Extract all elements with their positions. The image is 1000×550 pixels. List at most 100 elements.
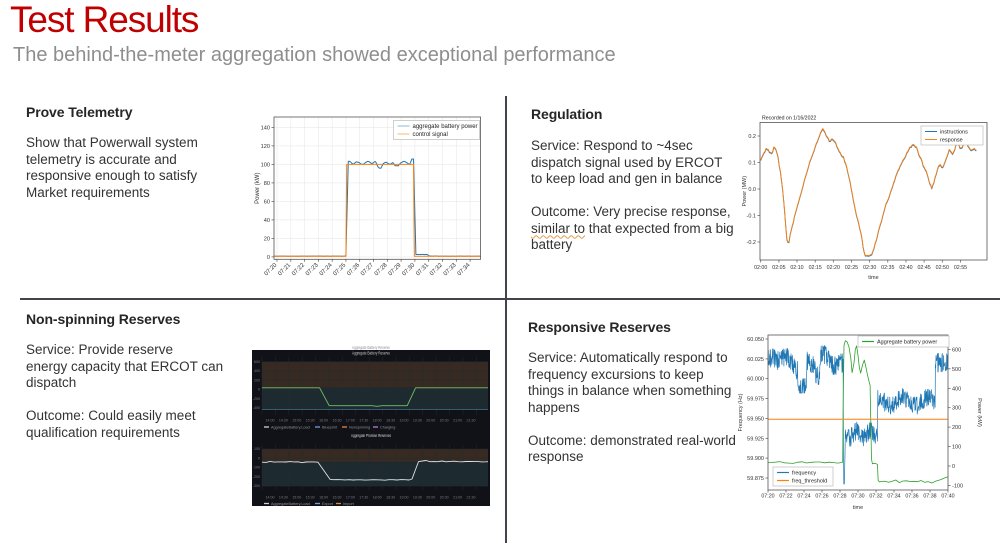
svg-text:02:40: 02:40	[899, 265, 912, 271]
svg-text:200: 200	[952, 425, 961, 431]
svg-text:60.050: 60.050	[747, 337, 764, 343]
svg-text:400: 400	[254, 369, 260, 373]
svg-text:07:22: 07:22	[779, 494, 792, 500]
svg-text:-100: -100	[253, 466, 260, 470]
svg-text:02:35: 02:35	[881, 265, 894, 271]
svg-text:20:00: 20:00	[426, 496, 435, 500]
svg-text:07:26: 07:26	[815, 494, 828, 500]
svg-text:Import: Import	[343, 502, 355, 506]
svg-text:0: 0	[267, 255, 270, 261]
svg-text:16:00: 16:00	[319, 496, 328, 500]
svg-text:-400: -400	[253, 406, 260, 410]
svg-text:02:25: 02:25	[845, 265, 858, 271]
svg-text:07:29: 07:29	[388, 262, 403, 277]
svg-text:140: 140	[261, 125, 270, 131]
svg-text:07:21: 07:21	[277, 262, 292, 277]
svg-text:14:30: 14:30	[279, 496, 288, 500]
svg-text:Aggregate Promise Reserves: Aggregate Promise Reserves	[351, 433, 391, 439]
svg-text:16:30: 16:30	[333, 419, 342, 423]
svg-text:600: 600	[254, 360, 260, 364]
svg-text:21:30: 21:30	[467, 419, 476, 423]
svg-text:15:00: 15:00	[292, 496, 301, 500]
svg-text:07:28: 07:28	[833, 494, 846, 500]
svg-text:14:00: 14:00	[266, 496, 275, 500]
svg-text:freq_threshold: freq_threshold	[792, 479, 827, 485]
svg-text:02:10: 02:10	[790, 265, 803, 271]
svg-text:07:26: 07:26	[346, 262, 361, 277]
svg-text:21:00: 21:00	[453, 419, 462, 423]
svg-text:19:30: 19:30	[413, 496, 422, 500]
svg-text:0: 0	[258, 388, 260, 392]
svg-text:0.1: 0.1	[748, 161, 756, 167]
svg-text:18:00: 18:00	[373, 419, 382, 423]
svg-text:19:00: 19:00	[400, 496, 409, 500]
svg-text:07:27: 07:27	[360, 262, 375, 277]
svg-text:-0.2: -0.2	[747, 240, 756, 246]
svg-text:0: 0	[258, 456, 260, 460]
svg-text:-100: -100	[952, 483, 963, 489]
svg-text:-0.1: -0.1	[747, 214, 756, 220]
svg-text:02:20: 02:20	[827, 265, 840, 271]
svg-text:15:30: 15:30	[306, 419, 315, 423]
svg-text:60.025: 60.025	[747, 357, 764, 363]
svg-text:80: 80	[264, 181, 270, 187]
svg-text:17:30: 17:30	[359, 496, 368, 500]
svg-text:-200: -200	[253, 397, 260, 401]
svg-text:07:30: 07:30	[401, 262, 416, 277]
svg-text:200: 200	[254, 378, 260, 382]
svg-text:400: 400	[952, 386, 961, 392]
svg-text:07:36: 07:36	[905, 494, 918, 500]
svg-text:07:22: 07:22	[291, 262, 306, 277]
svg-text:07:32: 07:32	[869, 494, 882, 500]
svg-text:AggregateBattery.Load: AggregateBattery.Load	[271, 426, 310, 430]
svg-text:Power (kW): Power (kW)	[976, 398, 982, 427]
svg-text:07:24: 07:24	[319, 262, 334, 277]
svg-text:21:00: 21:00	[453, 496, 462, 500]
svg-text:100: 100	[952, 445, 961, 451]
svg-text:20:30: 20:30	[440, 496, 449, 500]
svg-text:Aggregate battery power: Aggregate battery power	[877, 340, 937, 346]
svg-text:100: 100	[261, 162, 270, 168]
svg-text:Power (kW): Power (kW)	[255, 173, 261, 204]
svg-text:-300: -300	[253, 484, 260, 488]
svg-text:Aggregate Battery Reserve: Aggregate Battery Reserve	[352, 351, 390, 357]
svg-text:0: 0	[952, 464, 955, 470]
svg-text:20: 20	[264, 236, 270, 242]
svg-text:07:32: 07:32	[429, 262, 444, 277]
svg-text:500: 500	[952, 367, 961, 373]
svg-text:60: 60	[264, 199, 270, 205]
svg-text:16:00: 16:00	[319, 419, 328, 423]
svg-text:600: 600	[952, 347, 961, 353]
svg-text:300: 300	[952, 406, 961, 412]
svg-text:response: response	[940, 138, 963, 144]
svg-text:02:45: 02:45	[917, 265, 930, 271]
svg-text:59.950: 59.950	[747, 416, 764, 422]
svg-text:59.875: 59.875	[747, 476, 764, 482]
svg-text:07:25: 07:25	[332, 262, 347, 277]
svg-text:07:24: 07:24	[797, 494, 810, 500]
svg-text:19:00: 19:00	[400, 419, 409, 423]
svg-text:07:31: 07:31	[415, 262, 430, 277]
svg-text:16:30: 16:30	[333, 496, 342, 500]
svg-text:18:30: 18:30	[386, 419, 395, 423]
svg-text:time: time	[868, 275, 878, 281]
svg-text:control signal: control signal	[413, 132, 448, 138]
svg-text:07:38: 07:38	[923, 494, 936, 500]
svg-text:100: 100	[254, 447, 260, 451]
svg-text:17:00: 17:00	[346, 496, 355, 500]
svg-text:07:34: 07:34	[457, 262, 472, 277]
svg-text:15:30: 15:30	[306, 496, 315, 500]
svg-text:17:00: 17:00	[346, 419, 355, 423]
svg-text:AggregateBattery.Load: AggregateBattery.Load	[271, 502, 310, 506]
svg-text:02:00: 02:00	[754, 265, 767, 271]
svg-text:02:55: 02:55	[954, 265, 967, 271]
svg-text:instructions: instructions	[940, 130, 968, 136]
svg-text:59.975: 59.975	[747, 397, 764, 403]
svg-text:07:20: 07:20	[264, 262, 279, 277]
svg-text:07:23: 07:23	[305, 262, 320, 277]
svg-text:07:30: 07:30	[851, 494, 864, 500]
svg-text:14:00: 14:00	[266, 419, 275, 423]
svg-text:0.0: 0.0	[748, 187, 756, 193]
svg-text:18:30: 18:30	[386, 496, 395, 500]
svg-text:-200: -200	[253, 475, 260, 479]
